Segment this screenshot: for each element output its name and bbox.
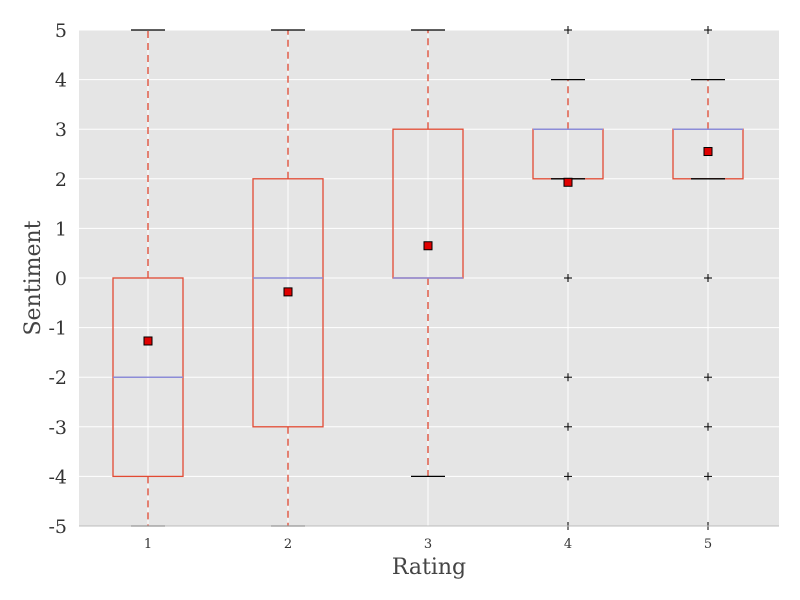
outlier-marker bbox=[564, 274, 572, 282]
outlier-marker bbox=[704, 472, 712, 481]
x-tick-label: 2 bbox=[284, 537, 292, 552]
outlier-marker bbox=[564, 26, 572, 34]
x-tick-label: 3 bbox=[424, 537, 432, 552]
outlier-marker bbox=[564, 422, 572, 431]
box-group-2 bbox=[252, 29, 324, 527]
mean-marker bbox=[283, 287, 293, 297]
y-tick-label: -1 bbox=[48, 318, 67, 340]
tick-labels: 5 4 3 2 1 0 -1 -2 -3 -4 -5 1 2 3 4 5 bbox=[48, 20, 712, 552]
y-tick-label: 3 bbox=[55, 119, 67, 141]
outlier-marker bbox=[704, 26, 712, 34]
y-tick-label: -3 bbox=[48, 417, 67, 439]
box-group-4 bbox=[532, 26, 604, 530]
x-tick-label: 1 bbox=[144, 537, 152, 552]
mean-marker bbox=[703, 147, 713, 157]
y-tick-label: 2 bbox=[55, 169, 67, 191]
y-tick-label: -2 bbox=[48, 367, 67, 389]
mean-marker bbox=[563, 177, 573, 187]
mean-marker bbox=[143, 336, 153, 346]
y-axis-label: Sentiment bbox=[21, 220, 46, 335]
y-tick-label: 5 bbox=[55, 20, 67, 42]
x-axis-label: Rating bbox=[392, 555, 466, 580]
box-iqr bbox=[252, 178, 324, 428]
mean-marker bbox=[423, 241, 433, 251]
y-tick-label: 4 bbox=[55, 70, 67, 92]
outlier-marker bbox=[564, 373, 572, 382]
outlier-marker bbox=[704, 422, 712, 431]
y-tick-label: 1 bbox=[55, 218, 67, 240]
outlier-marker bbox=[704, 373, 712, 382]
box-group-5 bbox=[672, 26, 744, 530]
x-tick-label: 4 bbox=[564, 537, 572, 552]
box-group-3 bbox=[392, 29, 464, 478]
x-tick-label: 5 bbox=[704, 537, 712, 552]
outlier-marker bbox=[564, 472, 572, 481]
y-tick-label: -5 bbox=[48, 516, 67, 538]
y-tick-label: 0 bbox=[55, 268, 67, 290]
outlier-marker bbox=[704, 274, 712, 282]
y-tick-label: -4 bbox=[48, 466, 67, 488]
